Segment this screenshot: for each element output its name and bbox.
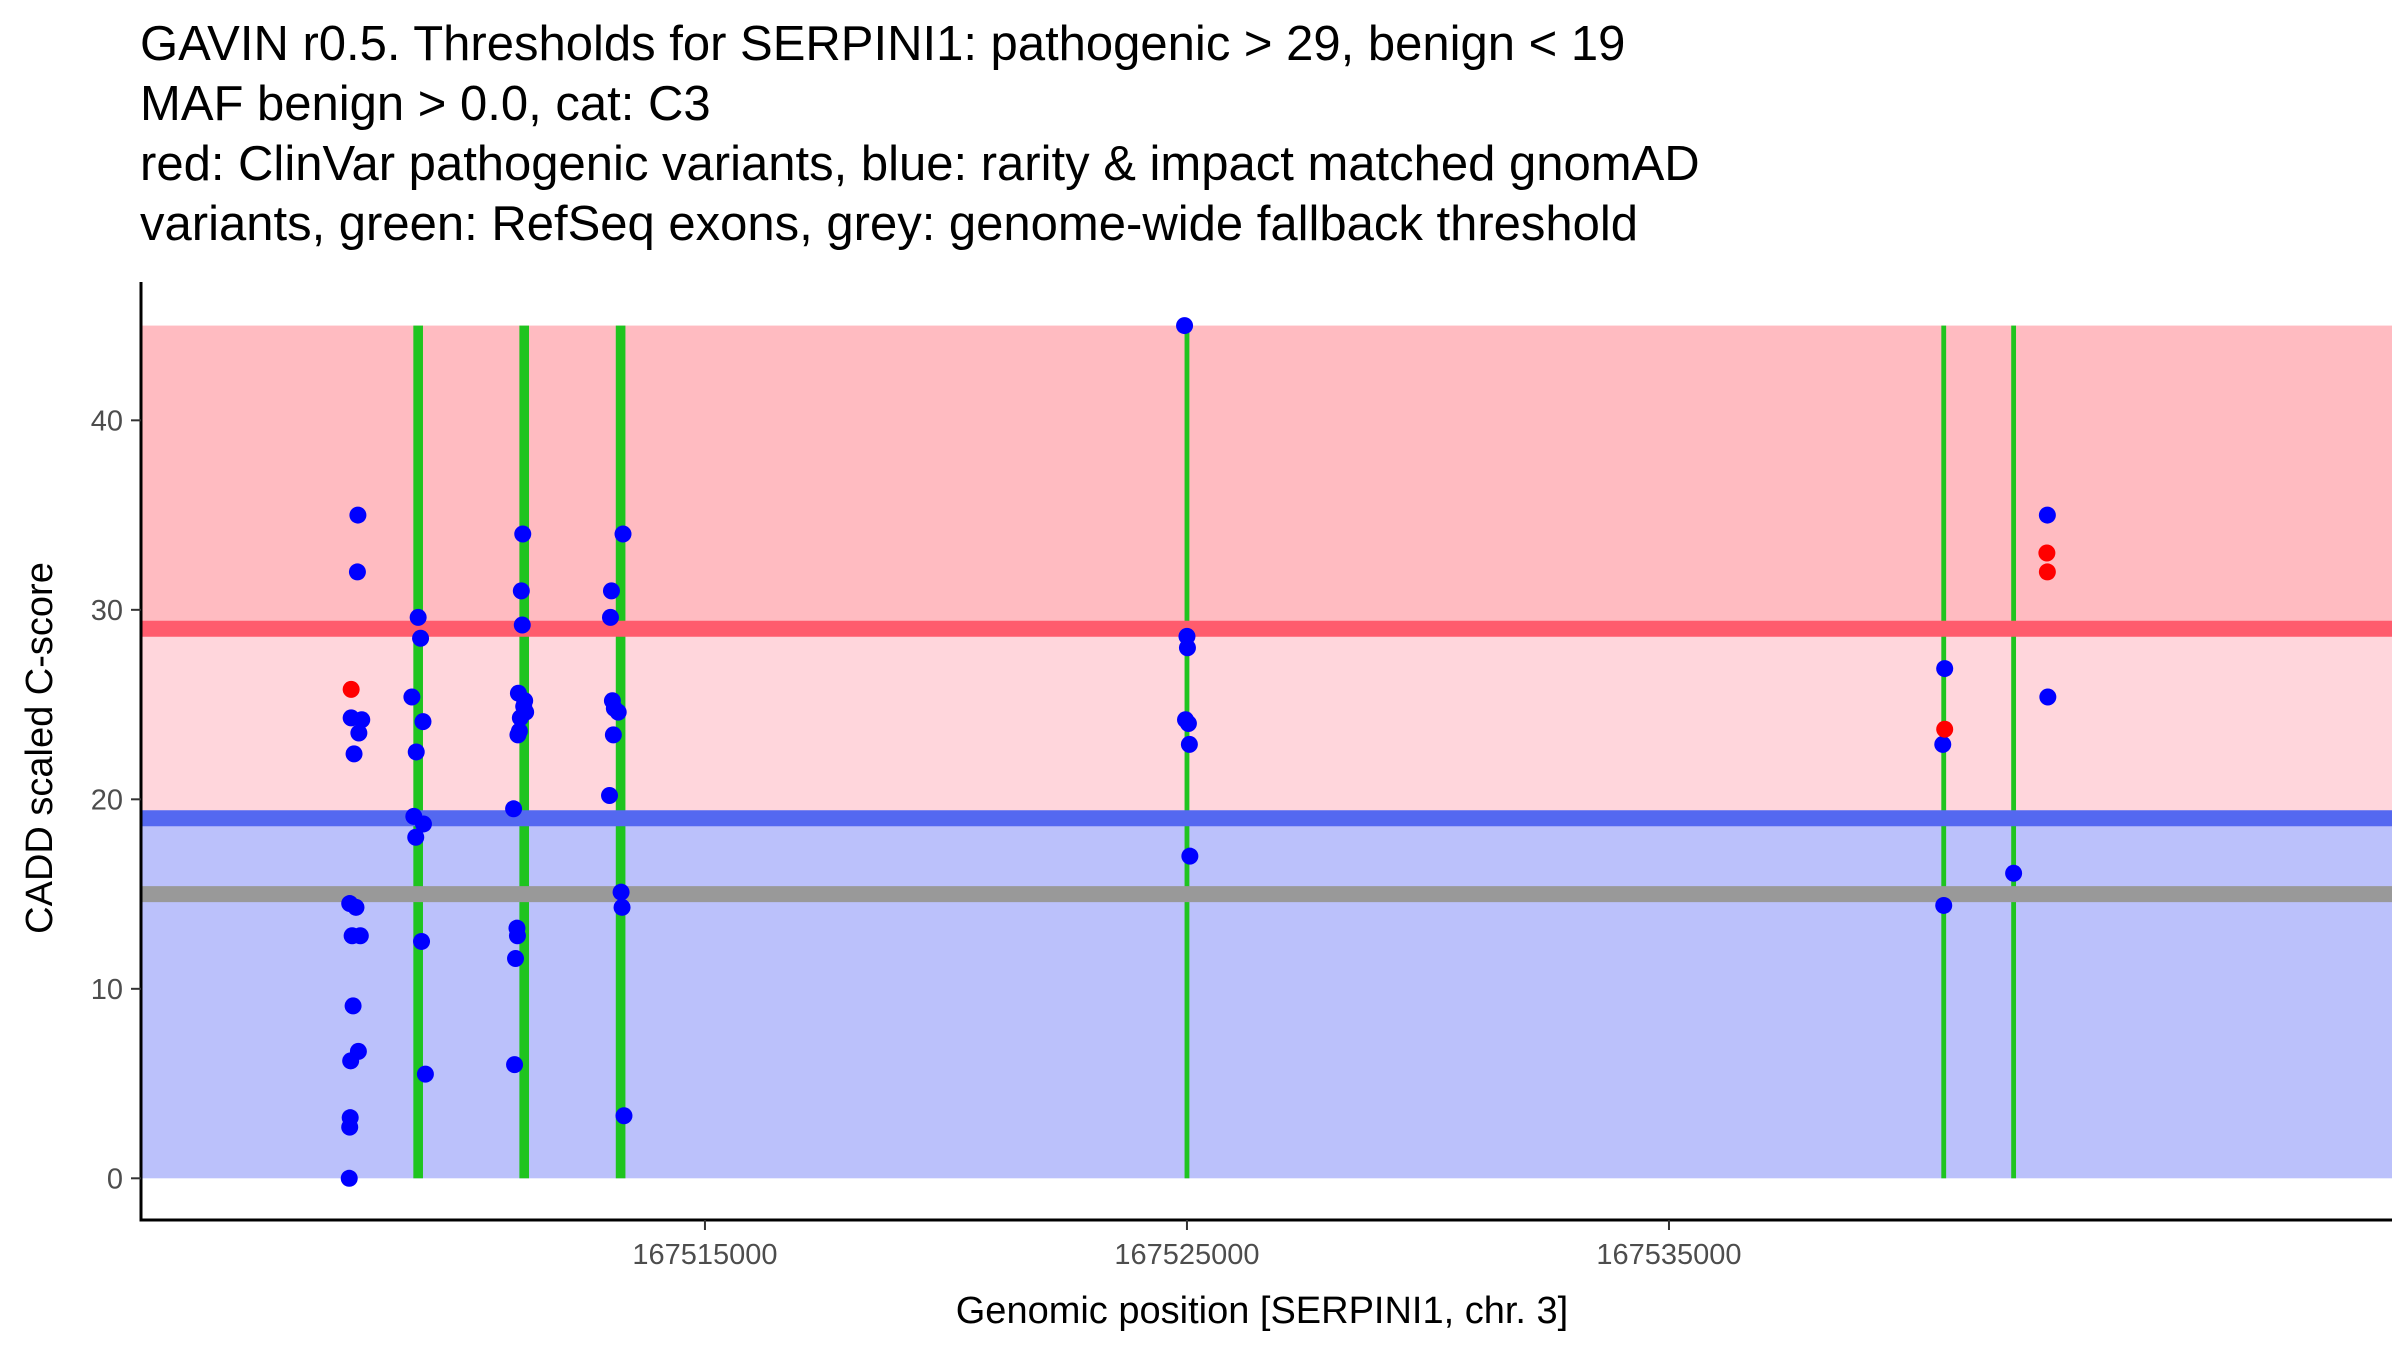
gnomad-point-46 bbox=[604, 726, 622, 744]
tick-labels: 0 10 20 30 40 167515000 167525000 167535000 bbox=[91, 405, 1742, 1271]
gnomad-point-29 bbox=[507, 949, 525, 967]
x-tick-label-3: 167535000 bbox=[1596, 1239, 1741, 1271]
benign-region bbox=[141, 818, 2392, 1179]
gnomad-point-62 bbox=[1936, 660, 1954, 678]
gnomad-point-26 bbox=[416, 1065, 434, 1083]
gnomad-point-21 bbox=[409, 608, 427, 626]
gnomad-point-27 bbox=[505, 800, 523, 818]
gnomad-point-19 bbox=[407, 828, 425, 846]
gnomad-point-10 bbox=[345, 745, 363, 763]
clinvar-point-4 bbox=[2038, 563, 2056, 581]
gnomad-point-9 bbox=[347, 898, 365, 916]
x-tick-label-2: 167525000 bbox=[1114, 1239, 1259, 1271]
gnomad-point-49 bbox=[612, 883, 630, 901]
y-tick-label-0: 0 bbox=[107, 1163, 123, 1195]
gnomad-point-53 bbox=[1176, 317, 1194, 335]
x-tick-label-1: 167515000 bbox=[632, 1239, 777, 1271]
gnomad-point-44 bbox=[602, 582, 620, 600]
gnomad-point-3 bbox=[341, 1109, 359, 1127]
gnomad-point-57 bbox=[1179, 715, 1197, 733]
title-line-4: variants, green: RefSeq exons, grey: gen… bbox=[140, 197, 1638, 251]
clinvar-point-1 bbox=[342, 680, 360, 698]
y-tick-label-30: 30 bbox=[91, 595, 123, 627]
gnomad-point-7 bbox=[351, 927, 369, 945]
gnomad-point-25 bbox=[414, 815, 432, 833]
gnomad-point-24 bbox=[414, 713, 432, 731]
gnomad-point-65 bbox=[2039, 688, 2057, 706]
gnomad-point-37 bbox=[513, 616, 531, 634]
gnomad-point-34 bbox=[510, 722, 528, 740]
gnomad-point-51 bbox=[614, 525, 632, 543]
y-tick-label-20: 20 bbox=[91, 784, 123, 816]
gnomad-point-12 bbox=[350, 724, 368, 742]
clinvar-point-2 bbox=[1936, 720, 1954, 738]
gnomad-point-59 bbox=[1181, 847, 1199, 865]
gnomad-point-5 bbox=[344, 997, 362, 1015]
exon-line-2 bbox=[519, 325, 530, 1179]
gnomad-point-52 bbox=[615, 1107, 633, 1125]
gnomad-point-61 bbox=[1935, 896, 1953, 914]
gnomad-point-22 bbox=[412, 629, 430, 647]
gnomad-point-16 bbox=[349, 1042, 367, 1060]
gnomad-point-64 bbox=[2038, 506, 2056, 524]
gnomad-point-38 bbox=[514, 525, 532, 543]
gnomad-point-60 bbox=[1934, 735, 1952, 753]
gnomad-point-20 bbox=[407, 743, 425, 761]
axes bbox=[139, 282, 2392, 1222]
gnomad-point-28 bbox=[506, 1056, 524, 1074]
gnomad-point-41 bbox=[517, 703, 535, 721]
gnomad-point-17 bbox=[403, 688, 421, 706]
clinvar-point-3 bbox=[2038, 544, 2056, 562]
gnomad-point-1 bbox=[340, 1169, 358, 1187]
gnomad-point-43 bbox=[601, 608, 619, 626]
title-line-1: GAVIN r0.5. Thresholds for SERPINI1: pat… bbox=[140, 17, 1625, 71]
plot-background bbox=[141, 325, 2392, 1179]
chart-title: GAVIN r0.5. Thresholds for SERPINI1: pat… bbox=[140, 17, 1700, 251]
intermediate-region bbox=[141, 628, 2392, 819]
gnomad-point-48 bbox=[609, 703, 627, 721]
gnomad-point-63 bbox=[2005, 864, 2023, 882]
gnomad-point-15 bbox=[349, 506, 367, 524]
exon-line-3 bbox=[615, 325, 626, 1179]
gnomad-point-58 bbox=[1180, 735, 1198, 753]
y-tick-label-40: 40 bbox=[91, 405, 123, 437]
gnomad-point-31 bbox=[508, 927, 526, 945]
y-tick-label-10: 10 bbox=[91, 974, 123, 1006]
gnomad-point-42 bbox=[601, 787, 619, 805]
gnomad-point-50 bbox=[613, 898, 631, 916]
pathogenic-region bbox=[141, 325, 2392, 629]
variant-points bbox=[340, 317, 2057, 1187]
gnomad-point-14 bbox=[348, 563, 366, 581]
exon-line-6 bbox=[2011, 325, 2017, 1179]
y-axis-title: CADD scaled C-score bbox=[19, 562, 61, 934]
title-line-2: MAF benign > 0.0, cat: C3 bbox=[140, 77, 711, 131]
gnomad-point-23 bbox=[413, 932, 431, 950]
gnomad-point-56 bbox=[1178, 639, 1196, 657]
gnomad-point-13 bbox=[353, 711, 371, 729]
gnomad-point-36 bbox=[512, 582, 530, 600]
x-axis-title: Genomic position [SERPINI1, chr. 3] bbox=[956, 1290, 1569, 1332]
title-line-3: red: ClinVar pathogenic variants, blue: … bbox=[140, 137, 1700, 191]
